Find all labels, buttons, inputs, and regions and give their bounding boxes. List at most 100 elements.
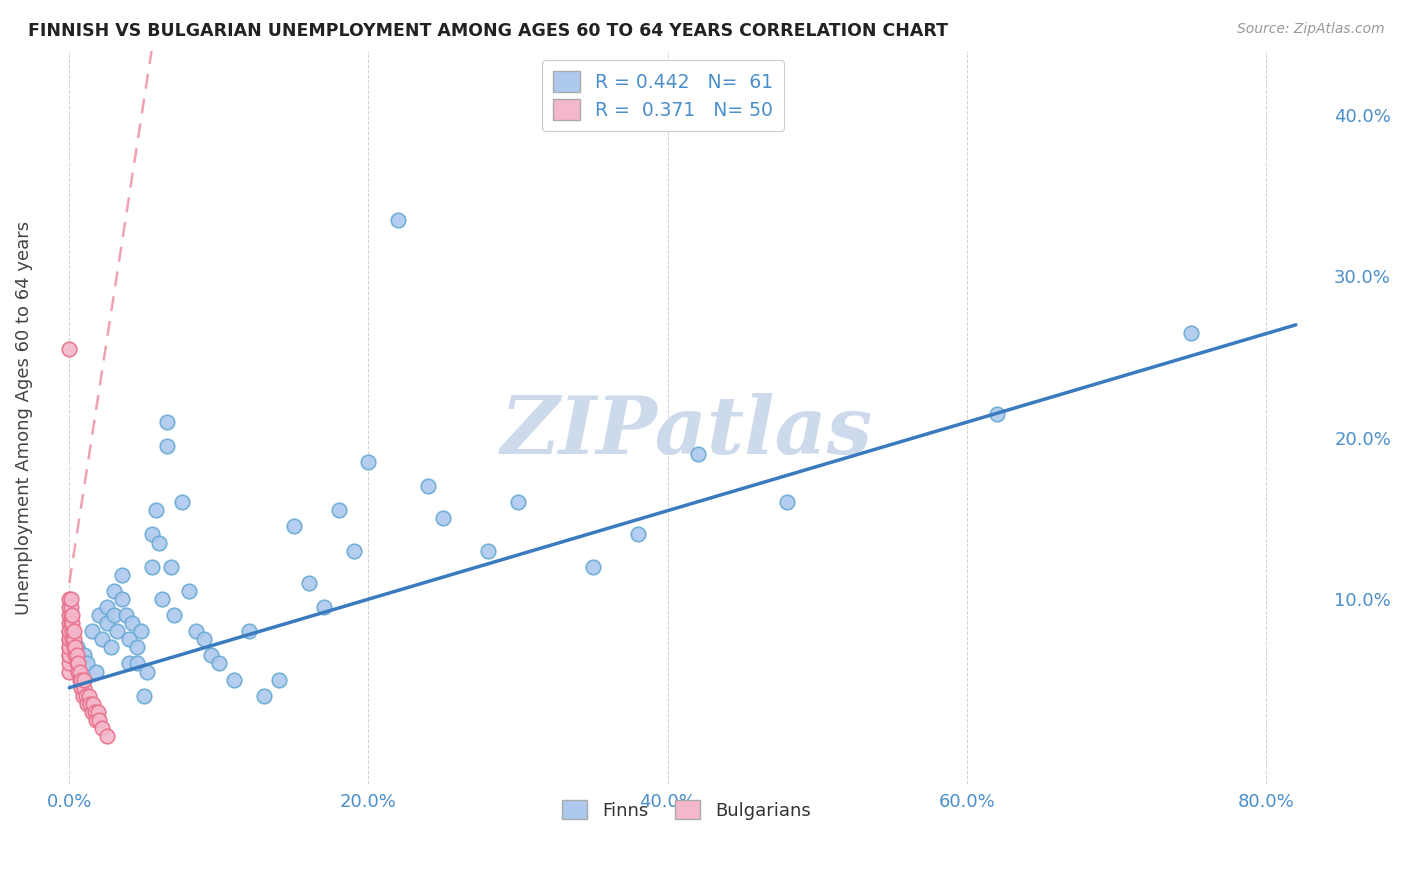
Point <box>58 591 80 606</box>
Point <box>89 713 111 727</box>
Point <box>70 681 93 695</box>
Point <box>65 648 87 663</box>
Point <box>222 673 245 687</box>
Point <box>776 495 799 509</box>
Point <box>58 616 80 631</box>
Point <box>60 616 83 631</box>
Point <box>986 407 1008 421</box>
Point <box>186 624 208 639</box>
Point <box>1180 326 1202 340</box>
Point <box>387 213 409 227</box>
Point <box>163 608 186 623</box>
Point <box>59 600 82 615</box>
Point <box>58 632 80 647</box>
Point <box>105 624 128 639</box>
Point <box>582 559 605 574</box>
Point <box>177 583 200 598</box>
Point <box>96 616 118 631</box>
Point <box>69 673 91 687</box>
Point <box>66 648 89 663</box>
Point <box>91 632 114 647</box>
Point <box>238 624 260 639</box>
Point <box>58 640 80 655</box>
Point <box>118 657 141 671</box>
Point <box>58 624 80 639</box>
Point <box>200 648 222 663</box>
Point <box>76 697 98 711</box>
Text: ZIPatlas: ZIPatlas <box>501 393 872 471</box>
Point <box>67 657 90 671</box>
Point <box>87 705 110 719</box>
Point <box>357 455 380 469</box>
Point <box>686 447 709 461</box>
Point <box>59 608 82 623</box>
Point <box>73 648 96 663</box>
Point <box>66 640 89 655</box>
Point <box>69 665 91 679</box>
Point <box>477 543 499 558</box>
Point <box>100 640 122 655</box>
Point <box>193 632 215 647</box>
Point <box>82 697 104 711</box>
Point <box>58 665 80 679</box>
Point <box>155 439 177 453</box>
Point <box>148 535 170 549</box>
Point <box>60 624 83 639</box>
Point <box>141 559 163 574</box>
Point <box>79 697 101 711</box>
Point <box>125 640 148 655</box>
Point <box>145 503 167 517</box>
Point <box>342 543 364 558</box>
Point <box>58 608 80 623</box>
Point <box>432 511 454 525</box>
Y-axis label: Unemployment Among Ages 60 to 64 years: Unemployment Among Ages 60 to 64 years <box>15 220 32 615</box>
Point <box>72 689 94 703</box>
Point <box>129 624 152 639</box>
Point <box>75 689 97 703</box>
Point <box>253 689 276 703</box>
Point <box>208 657 231 671</box>
Point <box>160 559 183 574</box>
Point <box>67 665 90 679</box>
Point <box>125 657 148 671</box>
Point <box>84 713 107 727</box>
Point <box>89 608 111 623</box>
Point <box>59 591 82 606</box>
Point <box>103 583 125 598</box>
Point <box>62 624 84 639</box>
Point <box>155 415 177 429</box>
Point <box>76 657 98 671</box>
Point <box>121 616 143 631</box>
Point <box>267 673 290 687</box>
Point <box>283 519 305 533</box>
Point <box>77 689 100 703</box>
Point <box>627 527 650 541</box>
Point <box>58 632 80 647</box>
Point <box>73 673 96 687</box>
Point <box>298 575 321 590</box>
Point <box>66 657 89 671</box>
Point <box>58 342 80 356</box>
Point <box>65 640 87 655</box>
Point <box>118 632 141 647</box>
Point <box>96 600 118 615</box>
Point <box>111 591 134 606</box>
Point <box>96 729 118 743</box>
Point <box>150 591 173 606</box>
Point <box>62 640 84 655</box>
Point <box>58 600 80 615</box>
Point <box>170 495 193 509</box>
Point <box>134 689 156 703</box>
Point <box>70 673 93 687</box>
Point <box>80 624 103 639</box>
Legend: Finns, Bulgarians: Finns, Bulgarians <box>555 792 818 827</box>
Text: FINNISH VS BULGARIAN UNEMPLOYMENT AMONG AGES 60 TO 64 YEARS CORRELATION CHART: FINNISH VS BULGARIAN UNEMPLOYMENT AMONG … <box>28 22 948 40</box>
Point <box>91 721 114 735</box>
Point <box>60 632 83 647</box>
Point <box>58 657 80 671</box>
Point <box>80 705 103 719</box>
Point <box>70 673 93 687</box>
Point <box>328 503 350 517</box>
Point <box>73 681 96 695</box>
Point <box>60 608 83 623</box>
